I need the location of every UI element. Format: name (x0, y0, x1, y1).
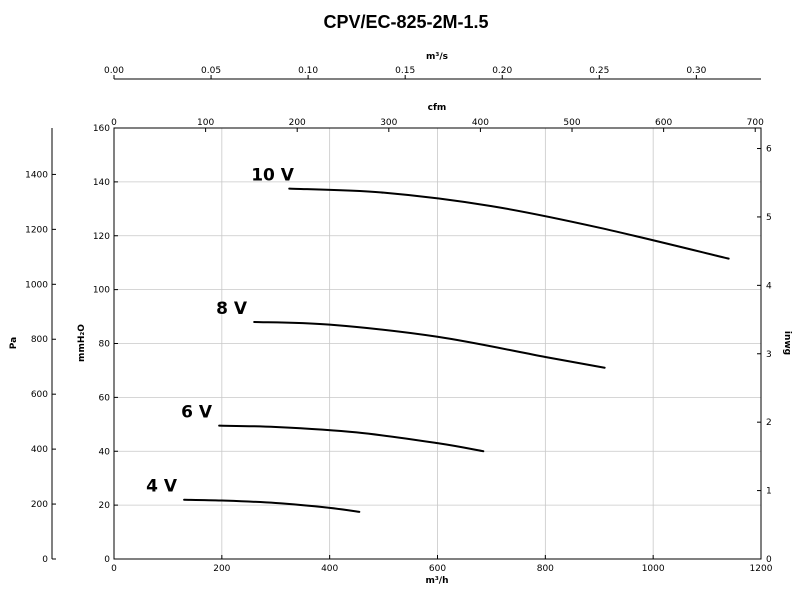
top-axis-cfm-tick-label: 500 (563, 118, 580, 128)
y-tick-label: 120 (93, 232, 110, 242)
top-axis-cfm: cfm 0 100 200 300 400 500 600 700 (111, 103, 764, 132)
pa-axis-label: Pa (9, 337, 19, 349)
x-tick-label: 800 (537, 564, 554, 574)
pa-tick-label: 0 (42, 555, 48, 565)
top-axis-m3s: m³/s 0.00 0.05 0.10 0.15 0.20 0.25 0.30 (104, 52, 761, 80)
bottom-axis: m³/h 0 200 400 600 800 1000 1200 (111, 555, 773, 586)
pa-tick-label: 200 (31, 500, 48, 510)
top-axis-m3s-tick-label: 0.00 (104, 66, 124, 76)
top-axis-m3s-tick-label: 0.25 (589, 66, 609, 76)
y-tick-label: 20 (99, 501, 111, 511)
x-tick-label: 600 (429, 564, 446, 574)
inwg-tick-label: 3 (766, 350, 772, 360)
x-axis-label: m³/h (425, 576, 448, 586)
top-axis-cfm-tick-label: 0 (111, 118, 117, 128)
top-axis-cfm-tick-label: 300 (380, 118, 397, 128)
inwg-tick-label: 0 (766, 555, 772, 565)
x-tick-label: 1000 (642, 564, 665, 574)
chart-title: CPV/EC-825-2M-1.5 (323, 12, 488, 32)
top-axis-m3s-tick-label: 0.15 (395, 66, 415, 76)
x-tick-label: 1200 (750, 564, 773, 574)
inwg-tick-label: 5 (766, 213, 772, 223)
series-label-6v: 6 V (181, 403, 213, 423)
y-tick-label: 160 (93, 124, 110, 134)
inwg-tick-label: 1 (766, 487, 772, 497)
top-axis-m3s-tick-label: 0.20 (492, 66, 512, 76)
y-tick-label: 40 (99, 447, 111, 457)
series-line-8v (253, 320, 606, 369)
series-line-6v (218, 424, 485, 453)
left-axis-mmh2o: mmH₂O 0 20 40 60 80 100 120 140 160 (77, 124, 118, 565)
inwg-tick-label: 2 (766, 418, 772, 428)
series-layer: 10 V 8 V 6 V 4 V (146, 166, 730, 513)
inwg-axis-label: inwg (782, 331, 792, 355)
top-axis-cfm-tick-label: 200 (289, 118, 306, 128)
top-axis-m3s-tick-label: 0.10 (298, 66, 318, 76)
left-axis-pa: Pa 0 200 400 600 800 1000 1200 1400 (9, 128, 56, 565)
pa-tick-label: 1200 (25, 225, 48, 235)
top-axis-cfm-tick-label: 100 (197, 118, 214, 128)
pa-tick-label: 600 (31, 390, 48, 400)
top-axis-cfm-label: cfm (428, 103, 447, 113)
y-tick-label: 60 (99, 393, 111, 403)
y-tick-label: 0 (104, 555, 110, 565)
grid (114, 128, 761, 559)
series-label-8v: 8 V (216, 299, 248, 319)
top-axis-cfm-tick-label: 700 (747, 118, 764, 128)
series-label-10v: 10 V (251, 166, 295, 186)
pa-tick-label: 800 (31, 335, 48, 345)
y-axis-label: mmH₂O (77, 324, 87, 362)
y-tick-label: 100 (93, 286, 110, 296)
x-tick-label: 200 (213, 564, 230, 574)
inwg-tick-label: 4 (766, 281, 772, 291)
top-axis-m3s-label: m³/s (426, 52, 448, 62)
x-tick-label: 0 (111, 564, 117, 574)
top-axis-cfm-tick-label: 400 (472, 118, 489, 128)
series-line-4v (183, 498, 361, 513)
top-axis-m3s-tick-label: 0.05 (201, 66, 221, 76)
inwg-tick-label: 6 (766, 145, 772, 155)
top-axis-cfm-tick-label: 600 (655, 118, 672, 128)
x-tick-label: 400 (321, 564, 338, 574)
top-axis-m3s-tick-label: 0.30 (686, 66, 706, 76)
right-axis-inwg: inwg 0 1 2 3 4 5 6 (757, 145, 792, 565)
pa-tick-label: 400 (31, 445, 48, 455)
y-tick-label: 80 (99, 340, 111, 350)
series-label-4v: 4 V (146, 477, 178, 497)
pa-tick-label: 1000 (25, 280, 48, 290)
pa-tick-label: 1400 (25, 170, 48, 180)
series-line-10v (288, 187, 730, 260)
y-tick-label: 140 (93, 178, 110, 188)
